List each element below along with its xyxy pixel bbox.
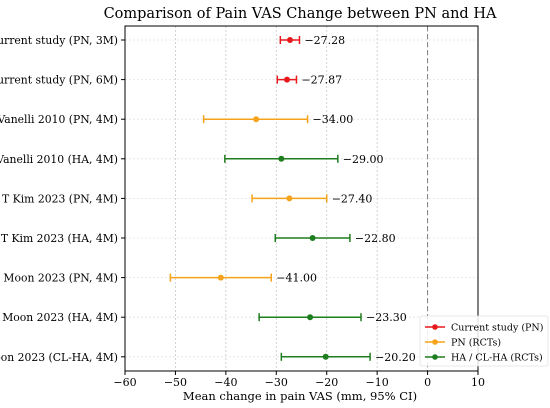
study-label: Moon 2023 (HA, 4M) <box>2 311 118 324</box>
mean-point <box>278 155 285 162</box>
value-label: −27.28 <box>304 34 345 47</box>
value-label: −29.00 <box>343 153 384 166</box>
value-label: −41.00 <box>276 272 317 285</box>
x-tick-label: 10 <box>471 376 485 389</box>
mean-point <box>309 235 316 241</box>
x-tick-label: −20 <box>315 376 338 389</box>
legend-label: Current study (PN) <box>451 323 543 334</box>
legend-label: HA / CL-HA (RCTs) <box>451 353 543 364</box>
x-tick-label: −60 <box>113 376 136 389</box>
legend-swatch-marker <box>432 339 438 345</box>
mean-point <box>286 195 293 202</box>
study-label: Moon 2023 (CL-HA, 4M) <box>0 351 118 364</box>
mean-point <box>284 76 291 83</box>
study-label: Current study (PN, 6M) <box>0 74 118 87</box>
legend-label: PN (RCTs) <box>451 338 501 349</box>
mean-point <box>217 274 224 281</box>
study-label: T Kim 2023 (HA, 4M) <box>1 232 118 245</box>
x-tick-label: −10 <box>366 376 389 389</box>
mean-point <box>253 116 260 123</box>
value-label: −20.20 <box>375 351 416 364</box>
value-label: −27.40 <box>332 192 373 205</box>
legend-box <box>419 315 549 367</box>
study-label: Current study (PN, 3M) <box>0 34 118 47</box>
x-tick-label: 0 <box>424 376 431 389</box>
legend-swatch-marker <box>432 354 438 360</box>
value-label: −27.87 <box>301 74 342 87</box>
x-tick-label: −50 <box>164 376 187 389</box>
mean-point <box>287 37 294 43</box>
x-axis-title: Mean change in pain VAS (mm, 95% CI) <box>183 389 417 403</box>
mean-point <box>307 314 314 321</box>
study-label: Vanelli 2010 (PN, 4M) <box>0 113 118 126</box>
study-label: Vanelli 2010 (HA, 4M) <box>0 153 118 166</box>
x-tick-label: −40 <box>214 376 237 389</box>
value-label: −22.80 <box>355 232 396 245</box>
value-label: −34.00 <box>313 113 354 126</box>
study-label: Moon 2023 (PN, 4M) <box>3 272 118 285</box>
value-label: −23.30 <box>366 311 407 324</box>
legend-swatch-marker <box>432 324 438 330</box>
mean-point <box>322 353 329 360</box>
x-tick-label: −30 <box>265 376 288 389</box>
chart-title: Comparison of Pain VAS Change between PN… <box>104 6 497 22</box>
study-label: T Kim 2023 (PN, 4M) <box>2 192 118 205</box>
